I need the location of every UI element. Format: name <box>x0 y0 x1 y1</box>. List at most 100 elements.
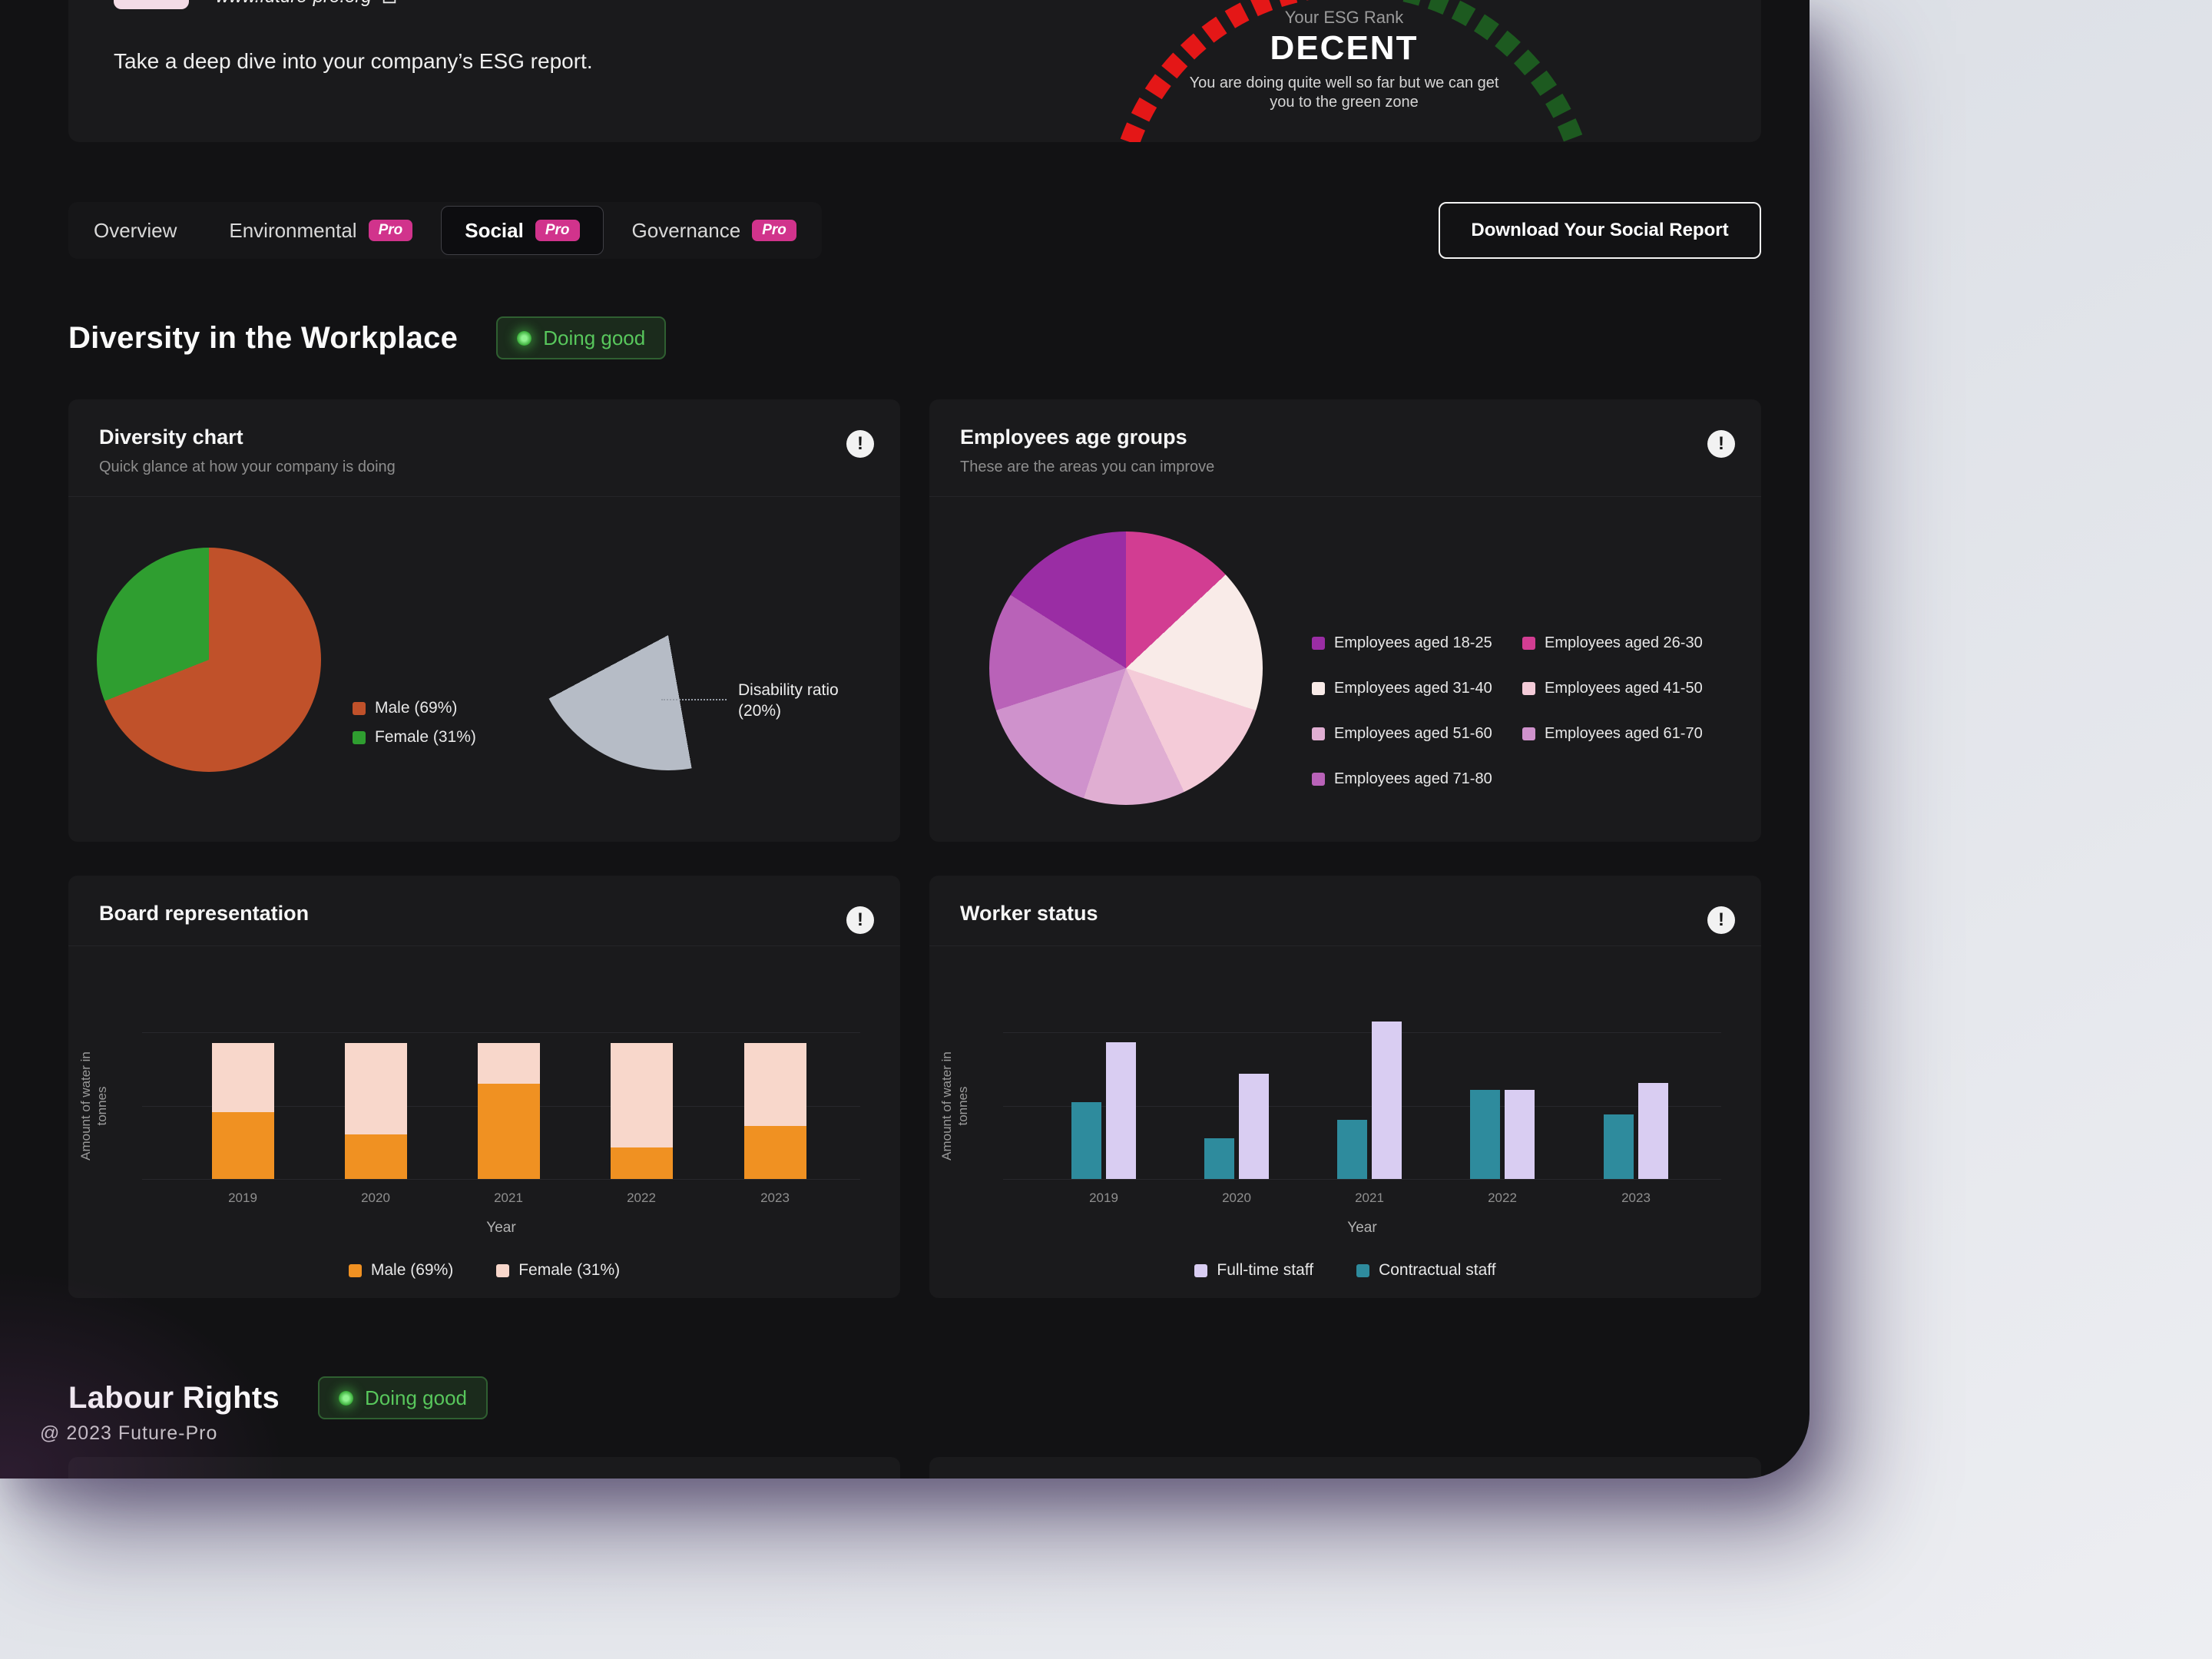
brand-logo <box>114 0 189 9</box>
legend-item: Female (31%) <box>496 1261 620 1280</box>
card-subtitle: Quick glance at how your company is doin… <box>99 459 396 475</box>
card-subtitle: These are the areas you can improve <box>960 459 1215 475</box>
site-url-text: www.future-pro.org <box>216 0 372 8</box>
legend-swatch <box>353 701 366 715</box>
legend-label: Employees aged 31-40 <box>1334 680 1492 697</box>
tab-environmental[interactable]: Environmental Pro <box>205 206 436 255</box>
legend-label: Contractual staff <box>1379 1261 1496 1279</box>
download-report-button[interactable]: Download Your Social Report <box>1439 202 1761 259</box>
legend-label: Full-time staff <box>1217 1261 1314 1279</box>
legend-label: Employees aged 26-30 <box>1545 634 1703 651</box>
bar-2022-segment-0 <box>611 1147 673 1179</box>
info-icon[interactable] <box>1707 906 1735 934</box>
board-y-axis-label: Amount of water in tonnes <box>78 1051 109 1161</box>
legend-swatch <box>1522 727 1535 740</box>
legend-item: Employees aged 31-40 <box>1312 680 1522 697</box>
info-icon[interactable] <box>846 430 874 458</box>
legend-swatch <box>1312 637 1325 650</box>
employees-age-groups-card: Employees age groups These are the areas… <box>929 399 1761 842</box>
section-title-labour: Labour Rights <box>68 1380 280 1415</box>
worker-bar-chart: 2019 2020 2021 2022 2023 <box>1003 1022 1721 1205</box>
legend-swatch <box>1194 1263 1208 1277</box>
legend-swatch <box>1522 682 1535 695</box>
esg-rank-label: Your ESG Rank <box>1284 8 1404 27</box>
labour-status-badge: Doing good <box>318 1376 488 1419</box>
gauge-arc-red <box>1120 0 1310 142</box>
report-tabs: Overview Environmental Pro Social Pro Governa… <box>68 202 822 259</box>
legend-label: Employees aged 41-50 <box>1545 680 1703 697</box>
legend-item: Male (69%) <box>353 699 476 717</box>
tab-social[interactable]: Social Pro <box>441 206 604 255</box>
bar-2020-segment-1 <box>345 1043 407 1134</box>
tab-label: Social <box>465 218 524 242</box>
legend-item: Employees aged 61-70 <box>1522 725 1733 743</box>
pro-badge: Pro <box>535 220 580 241</box>
bar-2022-segment-1 <box>611 1043 673 1147</box>
card-header: Worker status <box>929 876 1761 946</box>
board-chart-legend: Male (69%) Female (31%) <box>68 1261 900 1280</box>
legend-label: Male (69%) <box>370 1261 454 1279</box>
legend-label: Employees aged 51-60 <box>1334 725 1492 742</box>
gridline <box>1003 1179 1721 1180</box>
disability-pointer-line <box>661 699 727 700</box>
esg-rank-value: DECENT <box>1270 29 1419 67</box>
tabs-row: Overview Environmental Pro Social Pro Governa… <box>68 202 1761 259</box>
legend-swatch <box>348 1263 362 1277</box>
x-tick-2020: 2020 <box>361 1190 390 1205</box>
gauge-arc-green <box>1395 0 1584 142</box>
esg-rank-block: Your ESG Rank DECENT You are doing quite… <box>1175 8 1513 112</box>
bar-2023-fulltime <box>1638 1083 1668 1179</box>
legend-item: Employees aged 41-50 <box>1522 680 1733 697</box>
labour-card-stub <box>929 1457 1761 1479</box>
worker-status-card: Worker status Amount of water in tonnes … <box>929 876 1761 1298</box>
card-title: Worker status <box>960 902 1098 925</box>
legend-item: Employees aged 18-25 <box>1312 634 1522 652</box>
legend-swatch <box>1312 727 1325 740</box>
worker-y-axis-label: Amount of water in tonnes <box>939 1051 970 1161</box>
bar-2020-fulltime <box>1239 1074 1269 1179</box>
bar-2021-fulltime <box>1372 1022 1402 1179</box>
info-icon[interactable] <box>846 906 874 934</box>
x-tick-2023: 2023 <box>760 1190 790 1205</box>
legend-label: Employees aged 18-25 <box>1334 634 1492 651</box>
legend-label: Male (69%) <box>375 699 458 717</box>
tab-label: Governance <box>631 218 741 242</box>
gender-pie-chart <box>97 548 321 772</box>
bar-2021-segment-1 <box>478 1043 540 1084</box>
x-tick-2023: 2023 <box>1621 1190 1651 1205</box>
x-tick-2019: 2019 <box>228 1190 257 1205</box>
disability-ratio-label: Disability ratio (20%) <box>738 681 839 720</box>
x-tick-2022: 2022 <box>627 1190 656 1205</box>
bar-2021-segment-0 <box>478 1084 540 1179</box>
legend-swatch <box>1356 1263 1370 1277</box>
legend-swatch <box>1522 637 1535 650</box>
gender-pie-legend: Male (69%) Female (31%) <box>353 699 476 747</box>
card-title: Employees age groups <box>960 426 1187 449</box>
x-tick-2022: 2022 <box>1488 1190 1517 1205</box>
legend-label: Female (31%) <box>518 1261 621 1279</box>
bar-2023-contractual <box>1604 1114 1634 1179</box>
section-title-diversity: Diversity in the Workplace <box>68 320 459 355</box>
bar-2019-segment-1 <box>212 1043 274 1112</box>
section-diversity-heading: Diversity in the Workplace Doing good <box>68 316 667 359</box>
gridline <box>1003 1106 1721 1107</box>
legend-item: Contractual staff <box>1356 1261 1496 1280</box>
legend-label: Female (31%) <box>375 728 476 746</box>
status-dot-icon <box>517 330 532 346</box>
bar-2023-segment-1 <box>744 1043 806 1126</box>
x-tick-2019: 2019 <box>1089 1190 1118 1205</box>
legend-item: Employees aged 71-80 <box>1312 770 1522 788</box>
tab-governance[interactable]: Governance Pro <box>608 206 820 255</box>
x-tick-2021: 2021 <box>1355 1190 1384 1205</box>
legend-swatch <box>496 1263 510 1277</box>
tab-overview[interactable]: Overview <box>70 206 200 255</box>
report-tagline: Take a deep dive into your company’s ESG… <box>114 49 593 73</box>
info-icon[interactable] <box>1707 430 1735 458</box>
gridline <box>1003 1032 1721 1033</box>
gridline <box>142 1179 860 1180</box>
board-bar-chart: 2019 2020 2021 2022 2023 <box>142 1022 860 1205</box>
bar-2019-contractual <box>1071 1102 1101 1179</box>
bar-2023-segment-0 <box>744 1126 806 1179</box>
site-url-link[interactable]: www.future-pro.org <box>216 0 398 8</box>
